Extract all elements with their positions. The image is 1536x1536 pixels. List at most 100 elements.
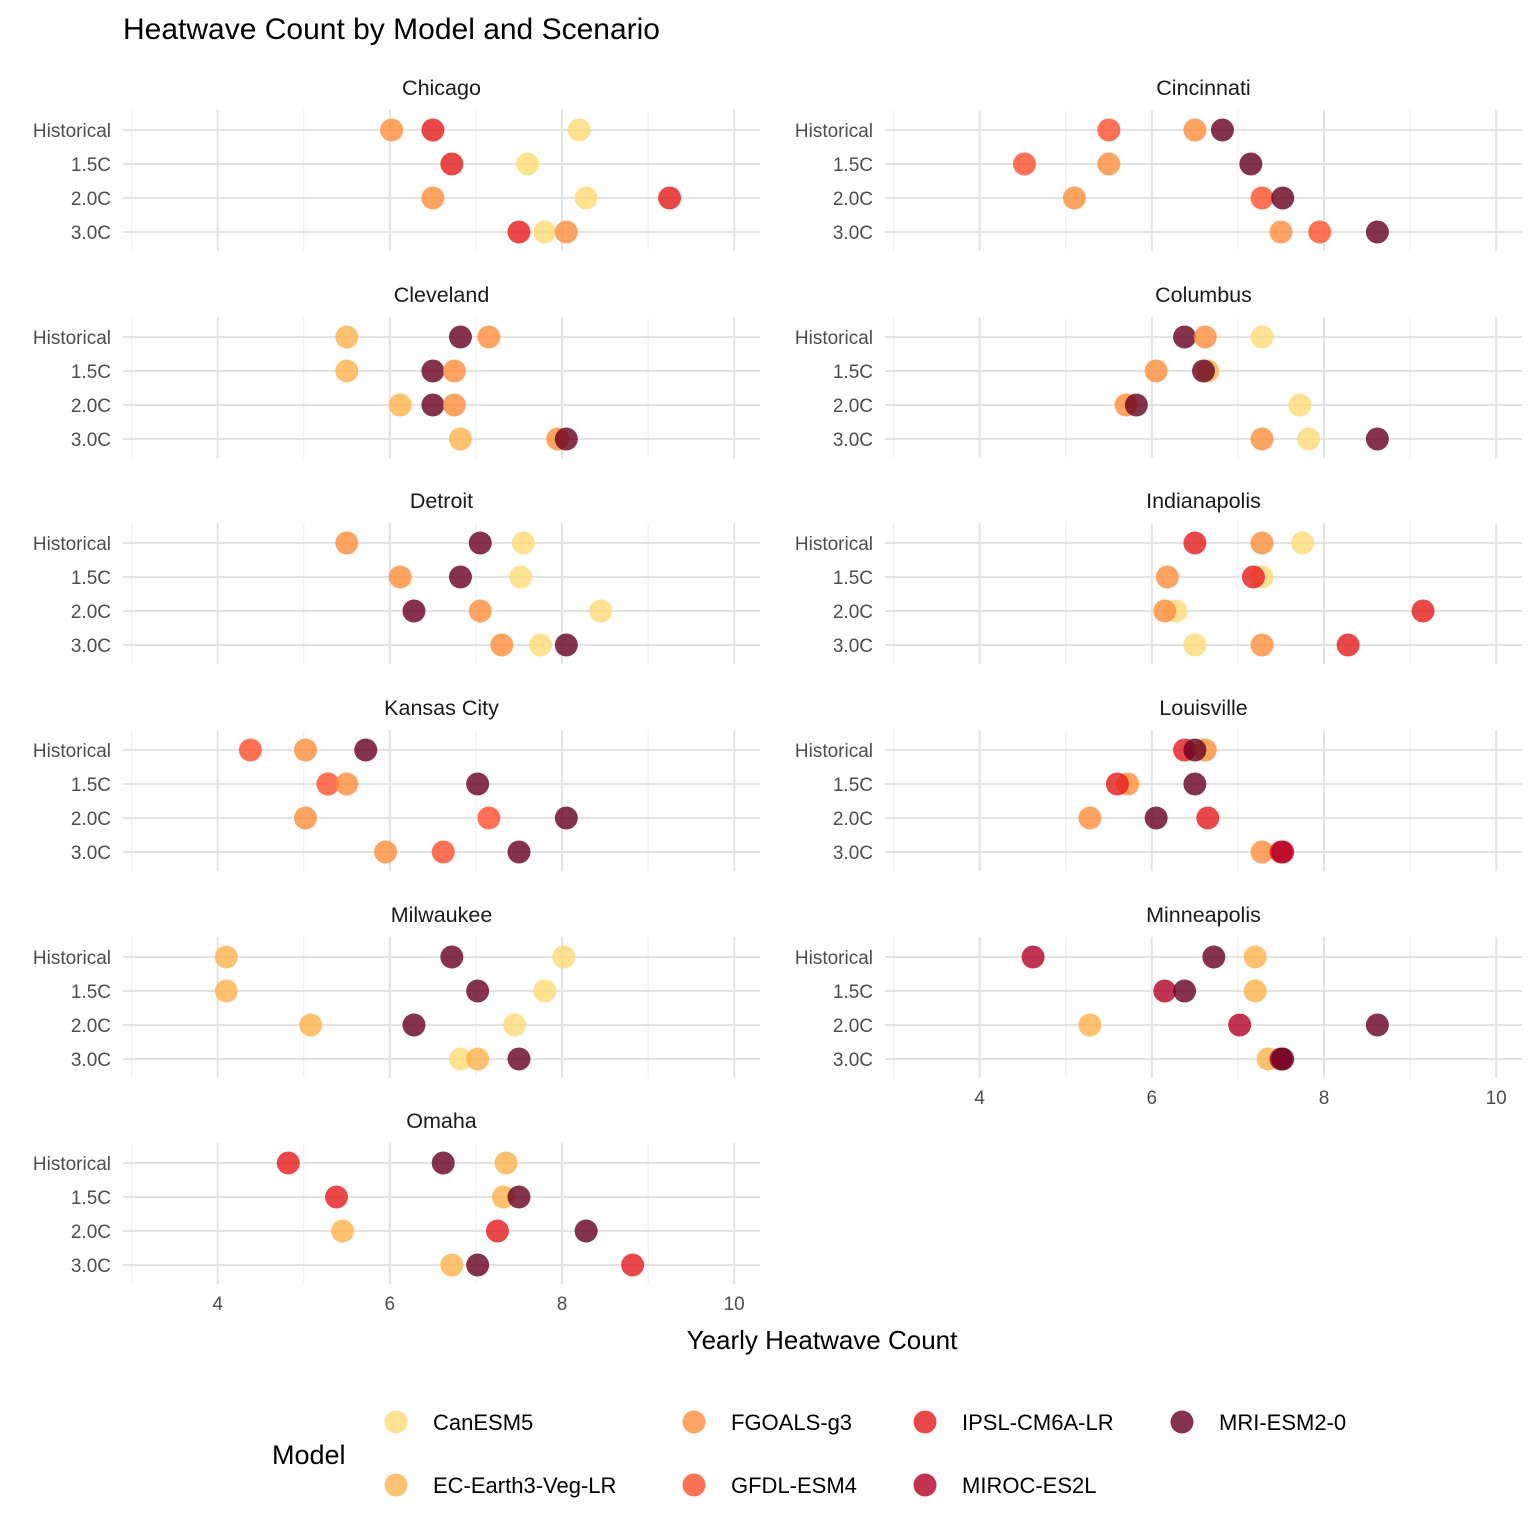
point-ipsl-cm6a-lr — [1241, 565, 1265, 589]
y-tick-label: 3.0C — [833, 430, 873, 451]
legend-label: CanESM5 — [433, 1410, 533, 1435]
y-tick-label: 1.5C — [71, 362, 111, 383]
panel-cincinnati: Historical 1.5C 2.0C 3.0C Cincinnati — [795, 76, 1522, 251]
legend-item-miroc-es2l: MIROC-ES2L — [913, 1473, 1096, 1498]
y-tick-label: Historical — [33, 1154, 111, 1175]
point-canesm5 — [511, 531, 535, 555]
point-canesm5 — [574, 186, 598, 210]
point-mri-esm2-0 — [402, 599, 426, 623]
point-mri-esm2-0 — [1124, 393, 1148, 417]
point-ec-earth3-veg-lr — [1243, 979, 1267, 1003]
legend-label: MRI-ESM2-0 — [1219, 1410, 1346, 1435]
legend-label: FGOALS-g3 — [731, 1410, 852, 1435]
point-ec-earth3-veg-lr — [448, 427, 472, 451]
point-ec-earth3-veg-lr — [214, 979, 238, 1003]
point-mri-esm2-0 — [421, 393, 445, 417]
point-ec-earth3-veg-lr — [466, 1047, 490, 1071]
facet-label: Minneapolis — [1146, 903, 1261, 927]
y-tick-label: 3.0C — [833, 636, 873, 657]
legend-item-gfdl-esm4: GFDL-ESM4 — [682, 1473, 857, 1498]
point-ec-earth3-veg-lr — [214, 945, 238, 969]
point-ipsl-cm6a-lr — [658, 186, 682, 210]
point-miroc-es2l — [1228, 1013, 1252, 1037]
point-canesm5 — [1288, 393, 1312, 417]
point-mri-esm2-0 — [1210, 118, 1234, 142]
point-mri-esm2-0 — [554, 633, 578, 657]
facet-label: Omaha — [406, 1109, 477, 1133]
legend-item-ipsl-cm6a-lr: IPSL-CM6A-LR — [913, 1410, 1114, 1435]
panel-milwaukee: Historical 1.5C 2.0C 3.0C Milwaukee — [33, 903, 760, 1078]
y-tick-label: 2.0C — [71, 1016, 111, 1037]
x-tick-label: 4 — [974, 1088, 985, 1109]
point-fgoals-g3 — [1155, 565, 1179, 589]
point-canesm5 — [1250, 325, 1274, 349]
point-fgoals-g3 — [293, 806, 317, 830]
panel-cleveland: Historical 1.5C 2.0C 3.0C Cleveland — [33, 283, 760, 458]
point-mri-esm2-0 — [466, 772, 490, 796]
y-tick-label: 1.5C — [833, 362, 873, 383]
facet-label: Indianapolis — [1146, 489, 1261, 513]
point-mri-esm2-0 — [468, 531, 492, 555]
point-canesm5 — [516, 152, 540, 176]
point-canesm5 — [533, 979, 557, 1003]
x-tick-label: 10 — [724, 1294, 745, 1315]
point-mri-esm2-0 — [554, 806, 578, 830]
point-ec-earth3-veg-lr — [335, 359, 359, 383]
panel-chicago: Historical 1.5C 2.0C 3.0C Chicago — [33, 76, 760, 251]
point-fgoals-g3 — [1078, 806, 1102, 830]
point-canesm5 — [528, 633, 552, 657]
point-ec-earth3-veg-lr — [299, 1013, 323, 1037]
y-tick-label: 2.0C — [833, 809, 873, 830]
point-fgoals-g3 — [442, 393, 466, 417]
x-tick-label: 10 — [1486, 1088, 1507, 1109]
point-mri-esm2-0 — [554, 427, 578, 451]
legend-key-mri-esm2-0 — [1170, 1410, 1194, 1434]
panel-columbus: Historical 1.5C 2.0C 3.0C Columbus — [795, 283, 1522, 458]
point-ipsl-cm6a-lr — [1196, 806, 1220, 830]
point-fgoals-g3 — [1097, 152, 1121, 176]
facet-label: Detroit — [410, 489, 473, 513]
facet-label: Cleveland — [394, 283, 490, 307]
point-fgoals-g3 — [421, 186, 445, 210]
legend-item-ec-earth3-veg-lr: EC-Earth3-Veg-LR — [384, 1473, 616, 1498]
point-canesm5 — [1290, 531, 1314, 555]
point-fgoals-g3 — [1193, 325, 1217, 349]
y-tick-label: Historical — [33, 328, 111, 349]
y-tick-label: 3.0C — [71, 1256, 111, 1277]
point-ec-earth3-veg-lr — [1243, 945, 1267, 969]
point-mri-esm2-0 — [1183, 772, 1207, 796]
facet-label: Chicago — [402, 76, 481, 100]
point-canesm5 — [509, 565, 533, 589]
y-tick-label: Historical — [795, 741, 873, 762]
y-tick-label: 1.5C — [71, 155, 111, 176]
y-tick-label: 1.5C — [833, 982, 873, 1003]
point-mri-esm2-0 — [1365, 220, 1389, 244]
point-gfdl-esm4 — [1012, 152, 1036, 176]
point-mri-esm2-0 — [1144, 806, 1168, 830]
facet-panels: Historical 1.5C 2.0C 3.0C Chicago Historical 1… — [33, 76, 1522, 1315]
y-tick-label: 2.0C — [71, 189, 111, 210]
point-fgoals-g3 — [1183, 118, 1207, 142]
y-tick-label: 3.0C — [833, 1050, 873, 1071]
point-fgoals-g3 — [335, 531, 359, 555]
point-mri-esm2-0 — [466, 979, 490, 1003]
point-ipsl-cm6a-lr — [485, 1219, 509, 1243]
point-mri-esm2-0 — [1365, 1013, 1389, 1037]
y-tick-label: 2.0C — [71, 809, 111, 830]
point-ipsl-cm6a-lr — [276, 1151, 300, 1175]
panel-kansas-city: Historical 1.5C 2.0C 3.0C Kansas City — [33, 696, 760, 871]
point-ec-earth3-veg-lr — [331, 1219, 355, 1243]
legend-label: MIROC-ES2L — [962, 1473, 1096, 1498]
panel-detroit: Historical 1.5C 2.0C 3.0C Detroit — [33, 489, 760, 664]
point-fgoals-g3 — [1250, 633, 1274, 657]
legend-key-miroc-es2l — [913, 1473, 937, 1497]
legend-item-mri-esm2-0: MRI-ESM2-0 — [1170, 1410, 1346, 1435]
facet-label: Kansas City — [384, 696, 499, 720]
y-tick-label: 3.0C — [71, 1050, 111, 1071]
legend-label: GFDL-ESM4 — [731, 1473, 857, 1498]
legend-key-ipsl-cm6a-lr — [913, 1410, 937, 1434]
y-tick-label: Historical — [33, 948, 111, 969]
y-tick-label: 2.0C — [833, 1016, 873, 1037]
point-fgoals-g3 — [1250, 840, 1274, 864]
